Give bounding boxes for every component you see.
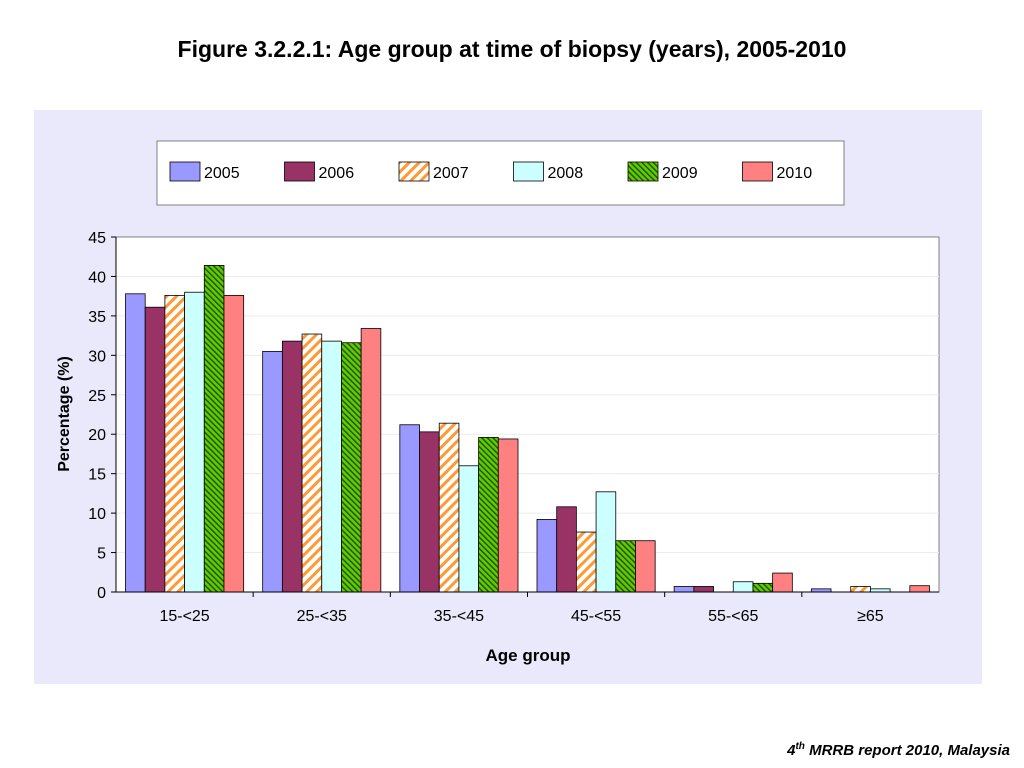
- legend-swatch-2005: [169, 161, 201, 182]
- chart-panel: 0 5 10 15 20 25 30 35 40 45 15-<25 25-<35 35-<45 45-<…: [34, 110, 982, 684]
- bar-2006-3: [556, 506, 577, 593]
- bar-2007-2: [438, 422, 460, 593]
- x-tick-label: 45-<55: [571, 608, 621, 625]
- x-tick-label: 35-<45: [434, 608, 484, 625]
- bar-2009-1: [341, 342, 362, 593]
- y-tick-label: 40: [88, 269, 106, 286]
- bar-2009-3: [615, 540, 636, 593]
- bar-2007-0: [164, 294, 185, 593]
- bar-2009-4: [752, 582, 774, 593]
- legend-label-2009: 2009: [662, 165, 698, 182]
- footer-number: 4: [787, 742, 796, 759]
- bar-2006-2: [419, 431, 440, 593]
- bar-2005-3: [536, 519, 558, 593]
- legend-swatch-2008: [513, 161, 544, 182]
- legend-label-2010: 2010: [777, 165, 813, 182]
- legend-swatch-2006: [284, 161, 315, 182]
- bar-chart: 0 5 10 15 20 25 30 35 40 45 15-<25 25-<35 35-<45 45-<…: [56, 140, 940, 665]
- bar-2010-2: [497, 438, 519, 593]
- legend-label-2007: 2007: [433, 165, 469, 182]
- legend-label-2006: 2006: [319, 165, 355, 182]
- bar-2010-5: [909, 585, 930, 593]
- bar-2010-0: [223, 294, 245, 593]
- bar-2010-4: [772, 572, 793, 593]
- bar-2008-3: [595, 491, 617, 593]
- y-tick-label: 25: [88, 388, 106, 405]
- legend-swatch-2007: [398, 161, 430, 182]
- y-tick-label: 10: [88, 506, 106, 523]
- bar-2007-1: [301, 333, 323, 593]
- x-axis-title: Age group: [486, 646, 571, 665]
- y-axis-title: Percentage (%): [56, 356, 73, 472]
- legend-swatch-2010: [742, 161, 773, 182]
- bar-2010-3: [635, 540, 656, 593]
- bar-2005-2: [399, 424, 420, 593]
- legend-box: [156, 140, 845, 206]
- bar-2006-4: [693, 586, 714, 593]
- y-tick-label: 35: [88, 309, 106, 326]
- bar-2008-0: [184, 291, 205, 593]
- bar-2006-0: [144, 306, 166, 593]
- bar-2007-3: [575, 531, 597, 593]
- bar-2008-2: [458, 465, 480, 593]
- y-tick-label: 15: [88, 467, 106, 484]
- x-tick-label: 25-<35: [297, 608, 347, 625]
- plot-area: [115, 236, 940, 593]
- y-tick-label: 30: [88, 348, 106, 365]
- y-tick-label: 5: [97, 546, 106, 563]
- bar-2006-1: [281, 340, 303, 593]
- x-tick-label: 55-<65: [708, 608, 758, 625]
- x-tick-label: 15-<25: [159, 608, 209, 625]
- bar-2010-1: [360, 328, 382, 593]
- report-footer: 4th MRRB report 2010, Malaysia: [787, 741, 1010, 759]
- footer-superscript: th: [795, 741, 805, 752]
- bar-2009-0: [203, 264, 225, 593]
- bar-2007-5: [850, 586, 871, 593]
- legend-label-2005: 2005: [204, 165, 240, 182]
- bar-2009-2: [478, 436, 499, 593]
- y-tick-label: 20: [88, 427, 106, 444]
- figure-title: Figure 3.2.2.1: Age group at time of bio…: [177, 36, 847, 62]
- y-tick-label: 45: [88, 230, 106, 247]
- bar-2008-4: [732, 581, 754, 593]
- bar-2008-1: [321, 340, 342, 593]
- y-tick-label: 0: [97, 585, 106, 602]
- x-tick-label: ≥65: [857, 608, 884, 625]
- legend-label-2008: 2008: [548, 165, 584, 182]
- bar-2005-1: [262, 350, 283, 593]
- legend-swatch-2009: [627, 161, 659, 182]
- bar-2005-4: [673, 586, 695, 593]
- footer-text: MRRB report 2010, Malaysia: [804, 742, 1010, 759]
- bar-2005-0: [125, 293, 146, 593]
